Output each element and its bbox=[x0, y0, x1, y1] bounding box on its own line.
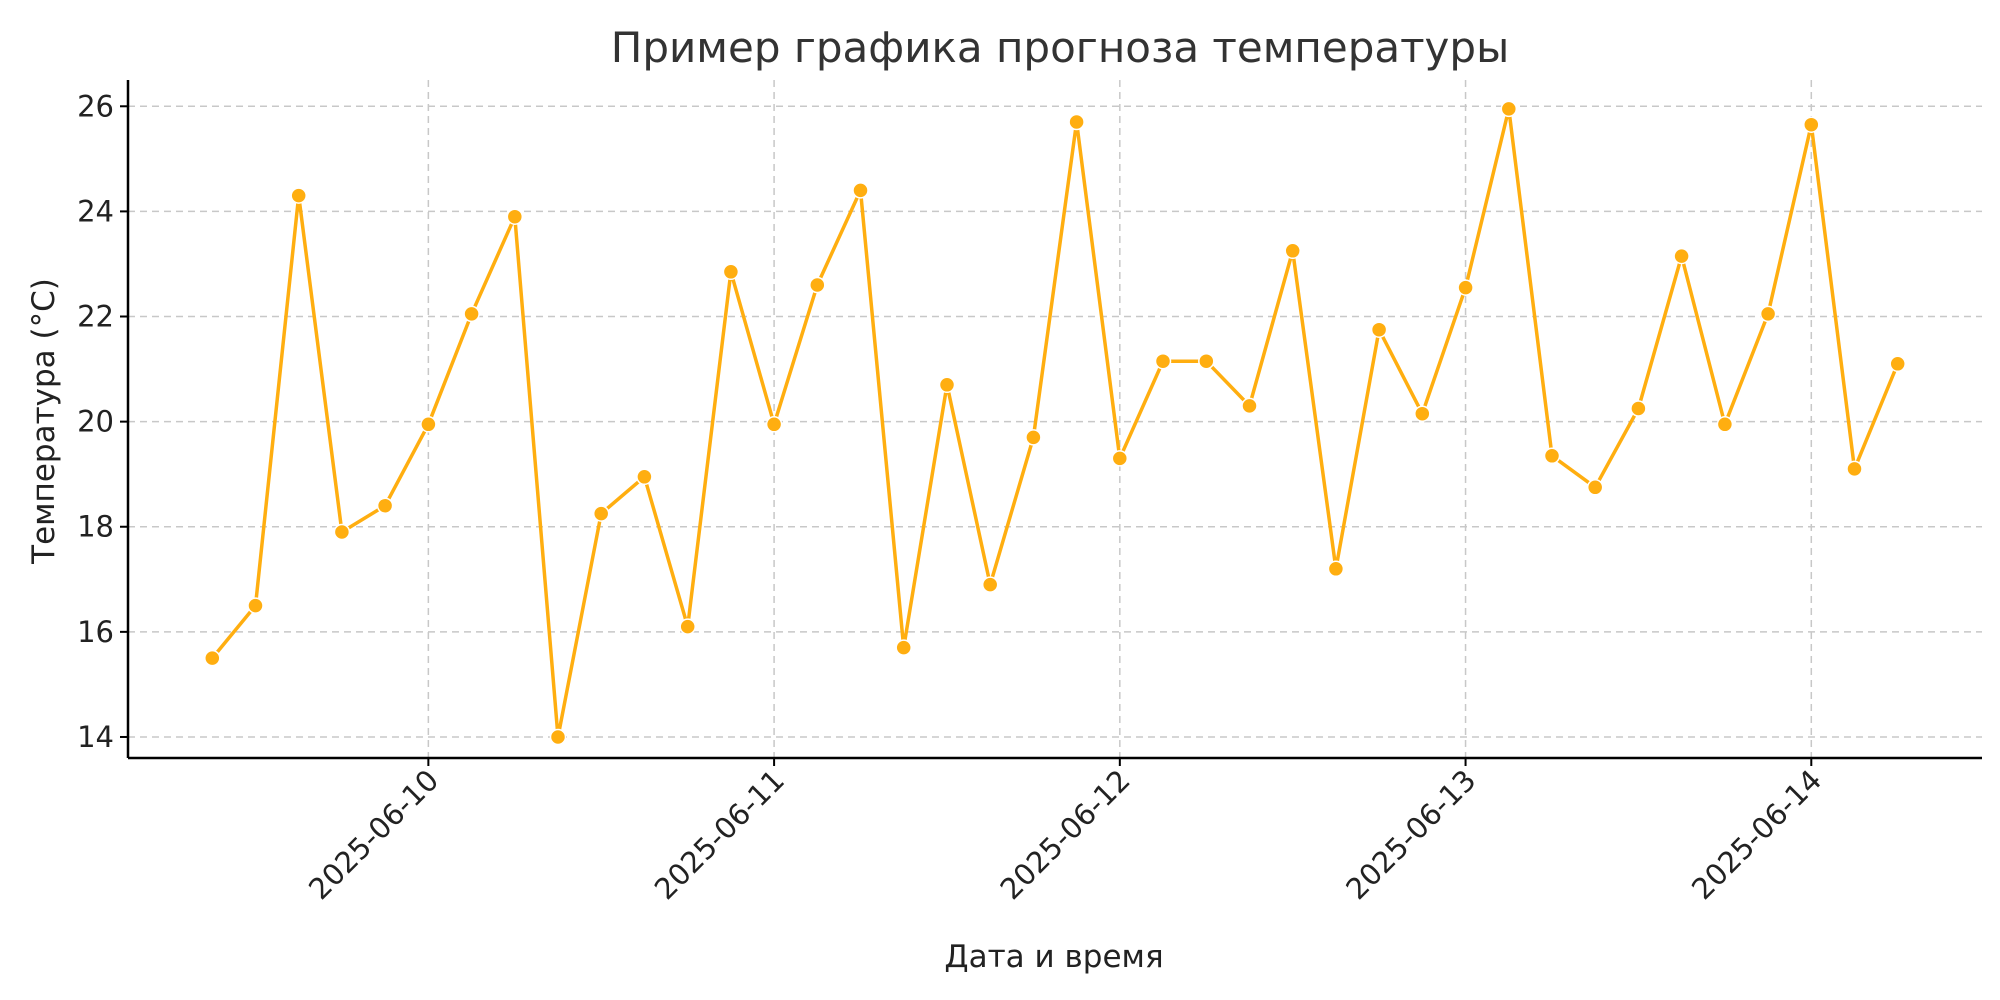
data-point bbox=[1154, 352, 1172, 370]
data-point bbox=[1759, 305, 1777, 323]
data-point bbox=[722, 263, 740, 281]
data-point bbox=[852, 182, 869, 199]
y-tick-label: 18 bbox=[77, 510, 114, 544]
y-tick-label: 22 bbox=[77, 300, 114, 334]
data-point bbox=[1716, 416, 1734, 433]
data-point bbox=[1889, 355, 1906, 373]
data-point bbox=[1846, 460, 1863, 478]
data-point bbox=[204, 649, 221, 667]
data-point bbox=[981, 576, 999, 593]
y-tick-label: 20 bbox=[77, 405, 114, 439]
x-axis-label: Дата и время bbox=[944, 939, 1163, 975]
data-point bbox=[1241, 397, 1258, 415]
data-point bbox=[679, 618, 696, 635]
series-layer bbox=[204, 100, 1906, 746]
y-tick-label: 26 bbox=[77, 89, 114, 123]
data-point bbox=[333, 523, 351, 541]
series-line bbox=[210, 107, 1900, 739]
data-point bbox=[1284, 242, 1301, 260]
data-point bbox=[463, 305, 480, 323]
data-point bbox=[420, 416, 437, 433]
data-point bbox=[1025, 429, 1042, 446]
x-gridlines bbox=[427, 80, 1813, 758]
data-point bbox=[1673, 247, 1690, 265]
data-point bbox=[895, 639, 912, 656]
x-tick-label: 2025-06-14 bbox=[1685, 763, 1828, 906]
data-point bbox=[765, 416, 783, 433]
data-point bbox=[1457, 279, 1474, 296]
data-point bbox=[1068, 113, 1085, 131]
data-point bbox=[592, 505, 610, 522]
data-point bbox=[506, 208, 524, 225]
data-point bbox=[1543, 447, 1561, 465]
data-point bbox=[1111, 450, 1129, 467]
x-tick-label: 2025-06-10 bbox=[302, 763, 445, 906]
data-point bbox=[1370, 321, 1388, 338]
x-tick-label: 2025-06-13 bbox=[1339, 763, 1482, 906]
y-axis-label: Температура (°C) bbox=[26, 278, 62, 565]
data-point bbox=[247, 597, 264, 614]
y-tick-label: 16 bbox=[77, 615, 114, 649]
data-point bbox=[938, 376, 956, 394]
data-point bbox=[1414, 405, 1431, 422]
data-point bbox=[1803, 116, 1820, 133]
data-point bbox=[290, 187, 307, 204]
y-tick-label: 24 bbox=[77, 194, 114, 228]
x-tick-label: 2025-06-12 bbox=[994, 763, 1137, 906]
data-point bbox=[376, 497, 394, 514]
data-point bbox=[809, 276, 826, 294]
x-tick-label: 2025-06-11 bbox=[648, 763, 791, 906]
data-point bbox=[1327, 560, 1345, 578]
data-point bbox=[1630, 400, 1647, 417]
data-point bbox=[636, 468, 653, 486]
y-tick-label: 14 bbox=[77, 720, 114, 754]
y-gridlines bbox=[128, 105, 1982, 738]
data-point bbox=[1586, 479, 1604, 496]
x-axis-ticks: 2025-06-10 2025-06-11 2025-06-12 2025-06-13… bbox=[302, 758, 1828, 906]
data-point bbox=[1500, 100, 1518, 118]
data-point bbox=[1198, 352, 1215, 370]
data-point bbox=[549, 728, 567, 746]
chart-title: Пример графика прогноза температуры bbox=[611, 23, 1510, 72]
y-axis-ticks: 14 16 18 20 22 24 26 bbox=[77, 89, 128, 754]
